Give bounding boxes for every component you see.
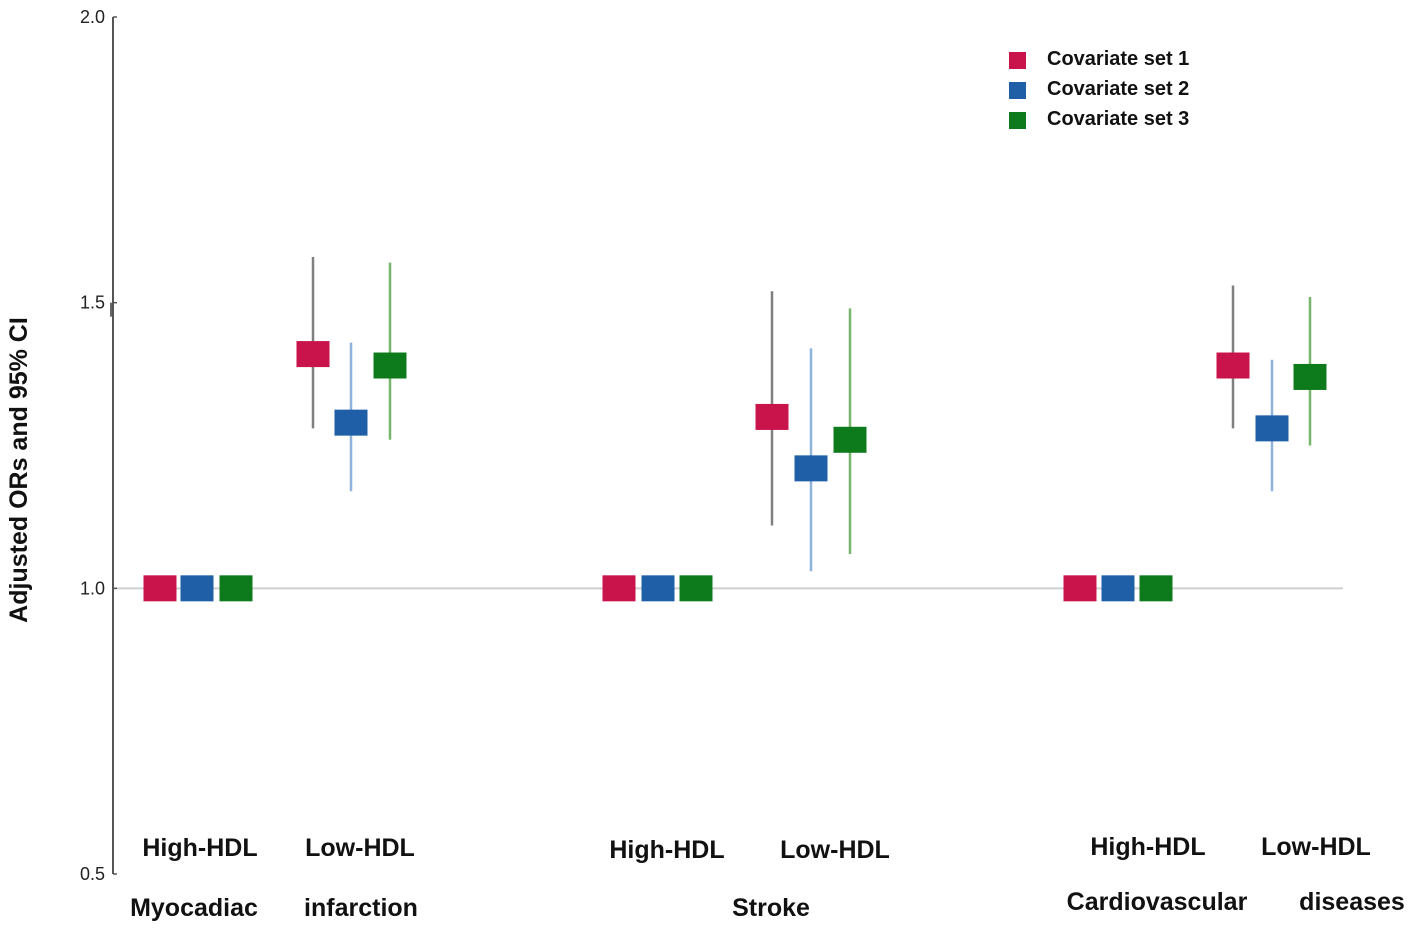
legend-swatch xyxy=(1009,52,1026,69)
or-point-marker xyxy=(219,575,253,602)
or-point-marker xyxy=(334,409,368,436)
outcome-label: diseases xyxy=(1299,888,1405,916)
y-axis: 0.5 1.0 1.5 2.0 xyxy=(80,7,117,884)
or-point-marker xyxy=(373,352,407,379)
y-tick-label: 2.0 xyxy=(80,7,105,27)
or-point-marker xyxy=(833,426,867,453)
or-point-marker xyxy=(296,341,330,368)
or-point-marker xyxy=(1255,415,1289,442)
subgroup-label: High-HDL xyxy=(609,836,724,864)
outcome-label: Cardiovascular xyxy=(1067,888,1248,916)
legend-label: Covariate set 2 xyxy=(1047,78,1189,100)
or-point-marker xyxy=(143,575,177,602)
y-axis-title: Adjusted ORs and 95% CI xyxy=(5,317,33,623)
or-point-marker xyxy=(1216,352,1250,379)
legend: Covariate set 1 Covariate set 2 Covariate … xyxy=(1009,48,1189,130)
outcome-label: Myocadiac xyxy=(130,894,258,922)
legend-label: Covariate set 1 xyxy=(1047,48,1189,70)
plot-marks xyxy=(143,256,1327,602)
or-point-marker xyxy=(180,575,214,602)
or-point-marker xyxy=(1139,575,1173,602)
or-point-marker xyxy=(794,455,828,482)
subgroup-label: High-HDL xyxy=(142,834,257,862)
legend-swatch xyxy=(1009,112,1026,129)
subgroup-label: Low-HDL xyxy=(1261,833,1371,861)
y-tick-label: 0.5 xyxy=(80,864,105,884)
legend-label: Covariate set 3 xyxy=(1047,108,1189,130)
subgroup-label: High-HDL xyxy=(1090,833,1205,861)
y-tick-label: 1.5 xyxy=(80,293,105,313)
or-point-marker xyxy=(1293,363,1327,390)
outcome-label: infarction xyxy=(304,894,418,922)
or-point-marker xyxy=(755,403,789,430)
legend-swatch xyxy=(1009,82,1026,99)
or-point-marker xyxy=(679,575,713,602)
or-point-marker xyxy=(602,575,636,602)
or-point-marker xyxy=(1101,575,1135,602)
x-axis-labels: High-HDL Low-HDL Myocadiac infarction High-H… xyxy=(130,833,1405,922)
or-point-marker xyxy=(1063,575,1097,602)
subgroup-label: Low-HDL xyxy=(780,836,890,864)
y-tick-label: 1.0 xyxy=(80,578,105,598)
or-point-marker xyxy=(641,575,675,602)
subgroup-label: Low-HDL xyxy=(305,834,415,862)
outcome-label: Stroke xyxy=(732,894,810,922)
